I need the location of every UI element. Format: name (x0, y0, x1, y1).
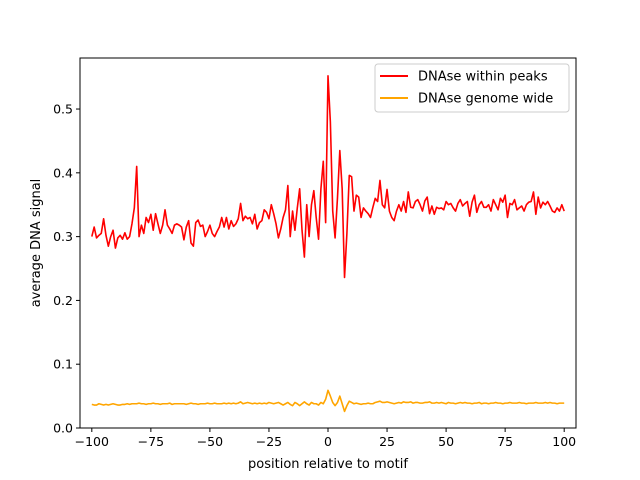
x-tick-label: −75 (138, 434, 164, 449)
x-tick-label: −50 (197, 434, 223, 449)
x-tick-label: 100 (552, 434, 576, 449)
x-tick-label: −100 (75, 434, 109, 449)
x-tick-label: 50 (438, 434, 454, 449)
x-axis-label: position relative to motif (248, 457, 408, 472)
legend-label-dnase-within-peaks: DNAse within peaks (418, 70, 548, 85)
y-tick-label: 0.5 (53, 102, 73, 117)
legend-label-dnase-genome-wide: DNAse genome wide (418, 92, 553, 107)
y-tick-label: 0.4 (53, 165, 73, 180)
legend: DNAse within peaks DNAse genome wide (374, 63, 570, 113)
series-line-1 (91, 389, 565, 413)
series-line-0 (91, 75, 565, 279)
y-tick-label: 0.3 (53, 229, 73, 244)
y-axis-ticks: 0.0 0.1 0.2 0.3 0.4 0.5 (53, 102, 80, 436)
x-axis-ticks: −100 −75 −50 −25 0 25 50 75 100 (75, 428, 576, 449)
x-tick-label: 25 (379, 434, 395, 449)
x-tick-label: 75 (497, 434, 513, 449)
y-tick-label: 0.1 (53, 357, 73, 372)
y-tick-label: 0.0 (53, 421, 73, 436)
y-tick-label: 0.2 (53, 293, 73, 308)
series-layer (91, 75, 565, 413)
y-axis-label: average DNA signal (29, 179, 44, 308)
x-tick-label: −25 (256, 434, 282, 449)
x-tick-label: 0 (324, 434, 332, 449)
legend-box (374, 63, 570, 113)
